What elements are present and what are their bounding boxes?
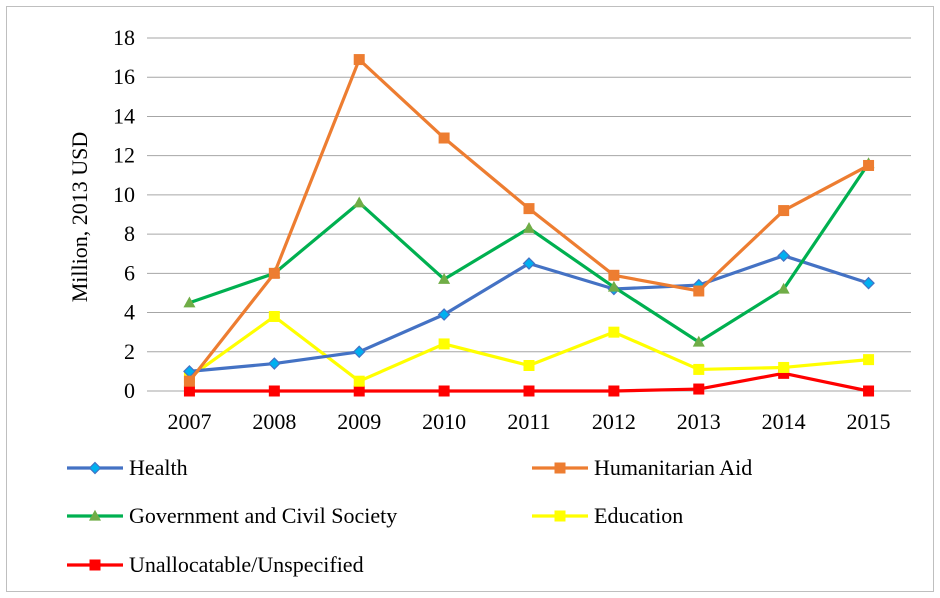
data-point [608, 269, 620, 281]
data-point [438, 272, 451, 284]
legend-label: Health [129, 455, 188, 480]
x-tick-label: 2010 [422, 409, 466, 434]
data-point [353, 196, 366, 208]
series-health [183, 249, 875, 378]
data-point [523, 385, 535, 397]
data-point [88, 509, 102, 521]
legend-label: Education [594, 503, 683, 528]
y-tick-label: 0 [124, 378, 135, 403]
data-point [353, 54, 365, 66]
x-tick-label: 2013 [677, 409, 721, 434]
data-point [523, 360, 535, 372]
legend-entry: Government and Civil Society [67, 503, 397, 528]
data-point [183, 375, 195, 387]
y-tick-label: 4 [124, 300, 135, 325]
data-point [863, 385, 875, 397]
x-tick-label: 2008 [252, 409, 296, 434]
y-tick-label: 14 [113, 103, 135, 128]
gridlines [147, 37, 911, 392]
y-tick-label: 6 [124, 260, 135, 285]
chart-frame: 0 2 4 6 8 10 12 14 16 18 2007 2008 2009 2010 2011 2012… [6, 6, 934, 592]
data-point [554, 510, 566, 522]
data-point [89, 559, 101, 571]
series-humanitarian-aid [183, 54, 875, 387]
data-point [693, 285, 705, 297]
data-point [268, 310, 280, 322]
data-point [437, 308, 451, 321]
data-point [554, 462, 566, 474]
data-point [693, 363, 705, 375]
y-tick-label: 2 [124, 339, 135, 364]
x-axis: 2007 2008 2009 2010 2011 2012 2013 2014 2015 [167, 409, 890, 434]
y-tick-label: 10 [113, 182, 135, 207]
data-point [438, 385, 450, 397]
x-tick-label: 2007 [167, 409, 211, 434]
x-tick-label: 2014 [762, 409, 806, 434]
data-point [693, 383, 705, 395]
data-point [777, 249, 791, 263]
data-point [692, 335, 705, 347]
y-tick-label: 18 [113, 25, 135, 50]
data-point [777, 282, 790, 294]
legend-entry: Education [532, 503, 683, 528]
series-government-and-civil-society [183, 157, 875, 347]
data-point [183, 385, 195, 397]
data-point [607, 280, 620, 292]
data-point [608, 326, 620, 338]
data-point [353, 375, 365, 387]
data-point [522, 257, 536, 270]
data-point [778, 205, 790, 217]
data-point [88, 461, 102, 475]
legend-entry: Unallocatable/Unspecified [67, 552, 364, 577]
y-axis-label: Million, 2013 USD [67, 132, 92, 303]
legend-entry: Humanitarian Aid [532, 455, 752, 480]
data-point [862, 276, 875, 290]
data-point [352, 345, 366, 359]
data-point [353, 385, 365, 397]
data-point [268, 385, 280, 397]
data-point [863, 354, 875, 366]
x-tick-label: 2015 [847, 409, 891, 434]
data-point [267, 357, 281, 370]
legend-label: Humanitarian Aid [594, 455, 752, 480]
series-line [188, 162, 870, 344]
x-tick-label: 2012 [592, 409, 636, 434]
legend: Health Humanitarian Aid Government and Civ… [67, 455, 752, 577]
legend-label: Unallocatable/Unspecified [129, 552, 364, 577]
y-tick-label: 16 [113, 64, 135, 89]
series-lines [183, 54, 875, 397]
data-point [183, 296, 196, 308]
legend-entry: Health [67, 455, 188, 480]
series-line [188, 314, 869, 383]
data-point [778, 361, 790, 373]
y-tick-label: 8 [124, 221, 135, 246]
data-point [523, 203, 535, 215]
data-point [438, 338, 450, 350]
y-axis: 0 2 4 6 8 10 12 14 16 18 [113, 25, 135, 403]
series-unallocatable-unspecified [183, 367, 875, 397]
data-point [863, 159, 875, 171]
data-point [522, 221, 536, 233]
data-point [268, 267, 280, 279]
x-tick-label: 2009 [337, 409, 381, 434]
y-tick-label: 12 [113, 143, 135, 168]
data-point [438, 132, 450, 144]
data-point [608, 385, 620, 397]
legend-label: Government and Civil Society [129, 503, 397, 528]
x-tick-label: 2011 [507, 409, 550, 434]
line-chart: 0 2 4 6 8 10 12 14 16 18 2007 2008 2009 2010 2011 2012… [67, 25, 911, 577]
series-line [188, 57, 870, 383]
